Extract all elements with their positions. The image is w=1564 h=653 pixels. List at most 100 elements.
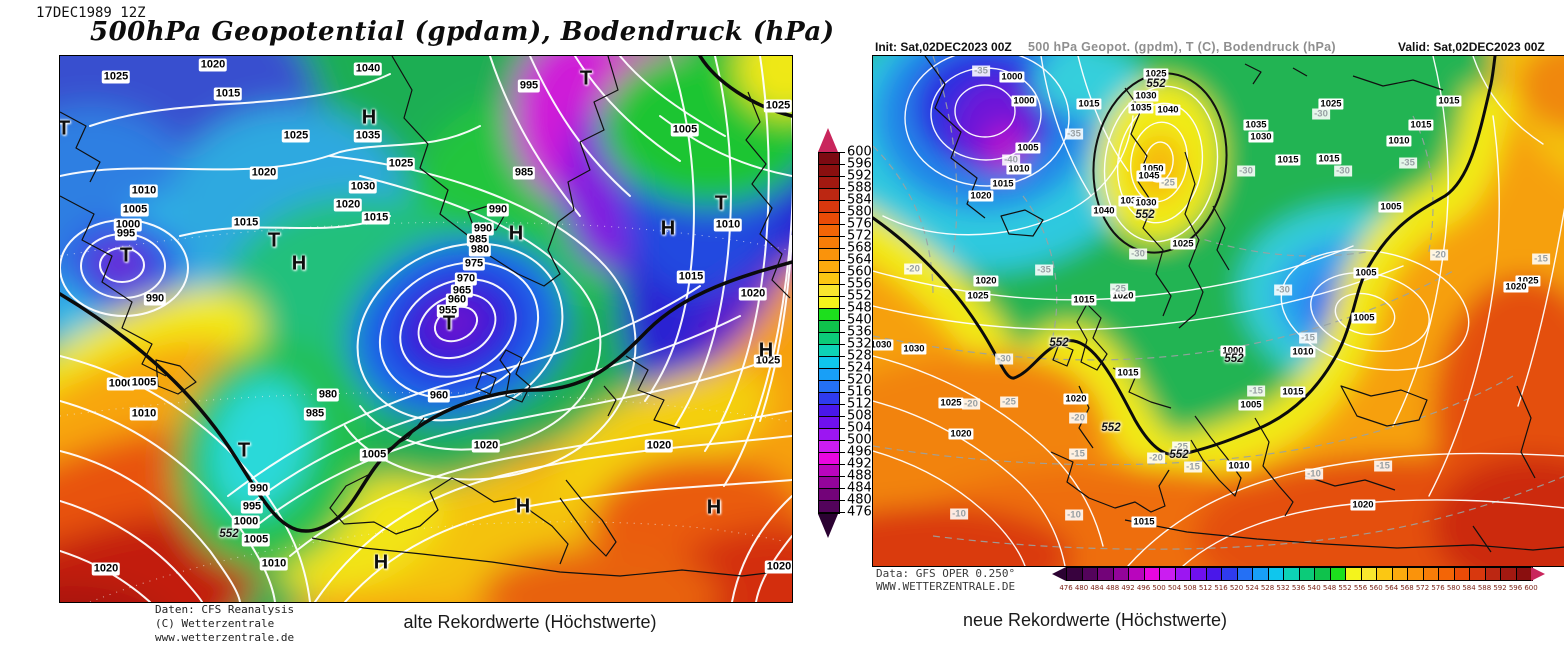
colorbar-tick [840,200,845,201]
isobar-label: 990 [247,482,271,496]
colorbar-cell [819,333,839,345]
colorbar-cell [819,213,839,225]
colorbar-tick [840,152,845,153]
thickness-552-label: 552 [1146,78,1166,90]
isobar-label: 1025 [1143,68,1169,80]
colorbar-value-label: 600 [847,144,872,160]
colorbar-cell [819,249,839,261]
left-weather-map: 1020 1025 1015 1040 1035 1025 1025 1020 1030 1020… [59,55,793,603]
isobar-label: 1025 [386,157,416,171]
colorbar-tick [840,320,845,321]
colorbar-value-label: 532 [847,336,872,352]
thickness-552-label: 552 [1049,337,1069,349]
right-website: WWW.WETTERZENTRALE.DE [876,580,1016,593]
colorbar-tick [840,452,845,453]
isobar-label: 1020 [198,58,228,72]
temperature-label: -10 [1065,509,1083,521]
colorbar-cell [1423,568,1439,580]
colorbar-cell [819,297,839,309]
colorbar-tick [840,236,845,237]
isobar-label: 1020 [973,275,999,287]
isobar-label: 1025 [965,290,991,302]
temperature-label: -30 [1237,165,1255,177]
colorbar-arrow-left-icon [1052,567,1066,581]
isobar-label: 1000 [1220,345,1246,357]
right-map-label-layer: 1000 1000 1015 1025 1030 1035 1040 1005 1010 1015… [873,56,1564,566]
colorbar-value-label: 580 [847,204,872,220]
isobar-label: 960 [427,389,451,403]
colorbar-cell [819,285,839,297]
pressure-center-marker: H [508,222,524,245]
colorbar-value-label: 480 [1074,584,1089,592]
right-weather-map: 1000 1000 1015 1025 1030 1035 1040 1005 1010 1015… [872,55,1564,567]
colorbar-cell [819,273,839,285]
isobar-label: 1010 [259,557,289,571]
isobar-label: 1015 [1115,367,1141,379]
colorbar-tick [840,212,845,213]
isobar-label: 1035 [353,129,383,143]
right-data-source: Data: GFS OPER 0.250° [876,567,1016,580]
colorbar-cell [819,261,839,273]
colorbar-cell [819,429,839,441]
colorbar-value-label: 584 [1462,584,1476,592]
colorbar-value-label: 528 [1260,584,1275,592]
isobar-label: 1015 [990,178,1016,190]
colorbar-value-label: 528 [847,348,872,364]
colorbar-value-label: 572 [1415,584,1430,592]
isobar-label: 1000 [999,71,1025,83]
colorbar-value-label: 516 [847,384,872,400]
isobar-label: 1020 [91,562,121,576]
pressure-center-marker: T [267,229,281,252]
isobar-label: 970 [454,272,478,286]
colorbar-value-label: 536 [1291,584,1306,592]
colorbar-value-label: 576 [847,216,872,232]
colorbar-tick [840,428,845,429]
isobar-label: 1015 [213,87,243,101]
colorbar-cell [819,417,839,429]
colorbar-tick [840,284,845,285]
colorbar-cell [1222,568,1238,580]
isobar-label: 1015 [1280,386,1306,398]
credit-line-1: Daten: CFS Reanalysis [155,603,295,616]
colorbar-value-label: 520 [1229,584,1244,592]
isobar-label: 1020 [948,428,974,440]
pressure-center-marker: H [373,551,389,574]
isobar-label: 1020 [644,439,674,453]
colorbar-value-label: 564 [1384,584,1399,592]
colorbar-value-label: 596 [847,156,872,172]
right-map-552-line [873,56,1497,457]
colorbar-cell [1160,568,1176,580]
colorbar-tick [840,308,845,309]
isobar-label: 1050 [1140,163,1166,175]
temperature-label: -25 [1000,396,1018,408]
pressure-center-marker: T [442,312,456,335]
colorbar-cell [1253,568,1269,580]
isobar-label: 1020 [738,287,768,301]
colorbar-value-label: 596 [1508,584,1523,592]
colorbar-value-label: 580 [1446,584,1461,592]
colorbar-value-label: 532 [1276,584,1290,592]
colorbar-value-label: 552 [847,288,872,304]
isobar-label: 1005 [1015,142,1041,154]
isobar-label: 1030 [1248,131,1274,143]
colorbar-value-label: 496 [847,444,872,460]
colorbar-tick [840,380,845,381]
colorbar-value-label: 592 [847,168,872,184]
isobar-label: 1020 [1503,281,1529,293]
isobar-label: 1020 [968,190,994,202]
colorbar-cell [1516,568,1532,580]
colorbar-cell [1315,568,1331,580]
isobar-label: 985 [303,407,327,421]
colorbar-cell [819,441,839,453]
colorbar-cell [1237,568,1253,580]
isobar-label: 985 [466,233,490,247]
isobar-label: 1020 [1063,393,1089,405]
isobar-label: 985 [512,166,536,180]
colorbar-cell [1346,568,1362,580]
colorbar-value-label: 488 [847,468,872,484]
colorbar-value-label: 508 [1183,584,1197,592]
isobar-label: 1015 [1076,98,1102,110]
colorbar-cell [819,345,839,357]
isobar-label: 1025 [101,70,131,84]
